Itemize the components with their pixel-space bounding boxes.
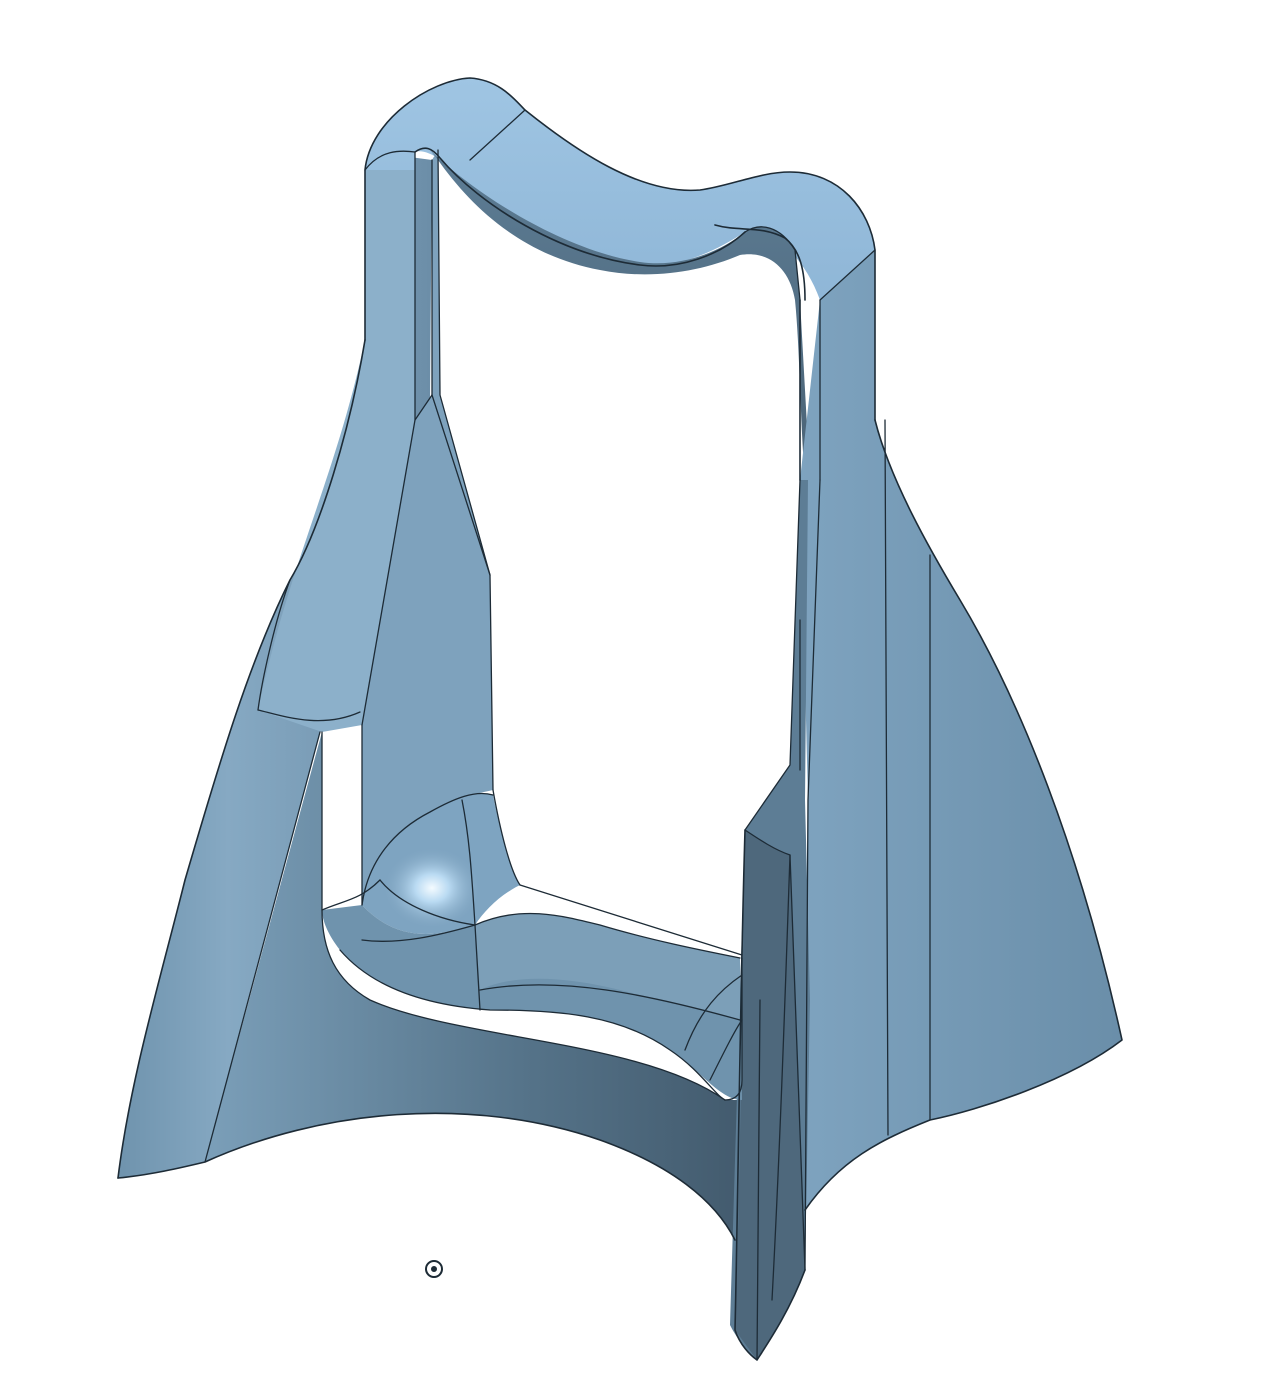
left-column-front[interactable] [258, 151, 415, 733]
right-leg-blade[interactable] [735, 830, 805, 1360]
specular-highlight [384, 848, 480, 928]
right-column-front[interactable] [800, 250, 1122, 1210]
origin-icon[interactable] [425, 1260, 443, 1278]
channel-floor[interactable] [475, 913, 740, 1020]
top-arch-inner[interactable] [430, 150, 810, 480]
left-column-inner[interactable] [362, 150, 493, 905]
lower-front-sheet[interactable] [205, 732, 740, 1240]
top-arch-outer[interactable] [365, 78, 875, 420]
origin-dot [431, 1266, 437, 1272]
